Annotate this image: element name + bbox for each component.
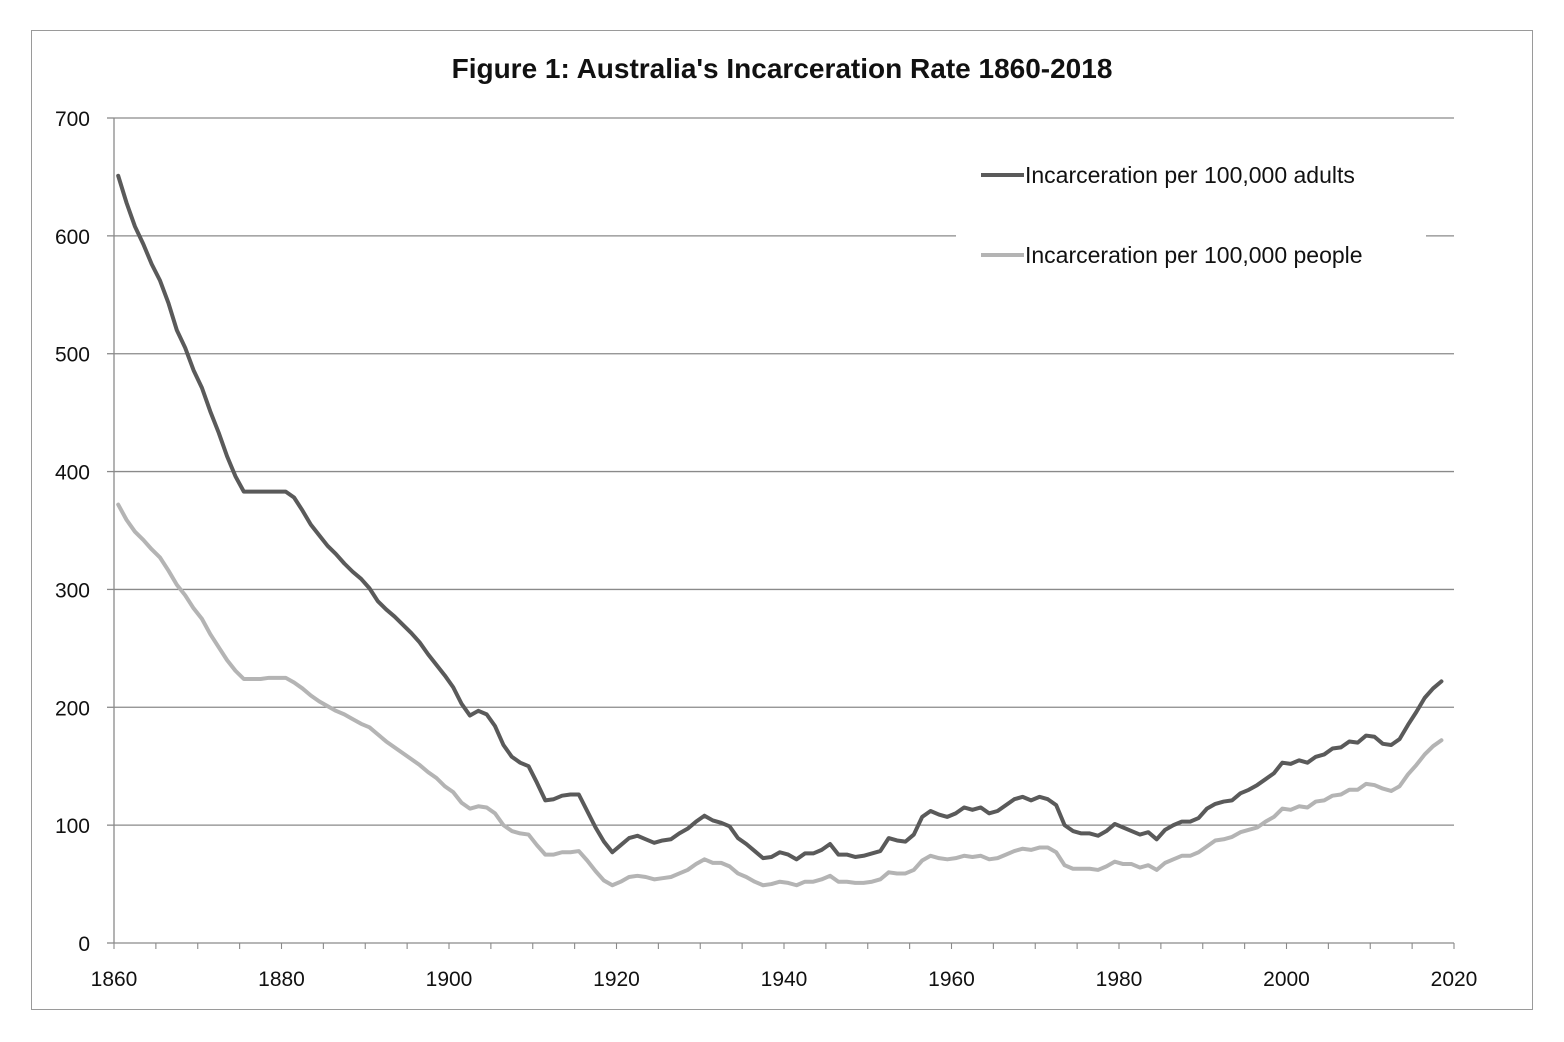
series-lines	[116, 173, 1444, 888]
x-tick-label: 1920	[593, 968, 640, 991]
y-tick-label: 600	[55, 226, 90, 249]
y-tick-label: 700	[55, 108, 90, 131]
x-tick-label: 1960	[928, 968, 975, 991]
legend: Incarceration per 100,000 adults Incarcer…	[956, 150, 1426, 280]
y-tick-label: 100	[55, 815, 90, 838]
axes: 0 100 200 300 400 500 600 700 1860 1880 1900 1920 19…	[55, 108, 1477, 991]
x-tick-label: 2020	[1431, 968, 1478, 991]
legend-background	[956, 150, 1426, 280]
legend-label-0: Incarceration per 100,000 adults	[1025, 162, 1355, 188]
x-tick-label: 1940	[761, 968, 808, 991]
y-tick-label: 0	[78, 933, 90, 956]
y-tick-label: 200	[55, 697, 90, 720]
x-tick-label: 1880	[258, 968, 305, 991]
x-tick-label: 1900	[426, 968, 473, 991]
x-tick-label: 1860	[91, 968, 138, 991]
series-line-1	[116, 502, 1444, 888]
y-tick-label: 500	[55, 344, 90, 367]
chart-title: Figure 1: Australia's Incarceration Rate…	[452, 53, 1113, 84]
y-tick-label: 400	[55, 462, 90, 485]
legend-label-1: Incarceration per 100,000 people	[1025, 242, 1363, 268]
series-line-0	[116, 173, 1444, 862]
x-tick-label: 1980	[1096, 968, 1143, 991]
x-tick-label: 2000	[1263, 968, 1310, 991]
y-tick-label: 300	[55, 579, 90, 602]
